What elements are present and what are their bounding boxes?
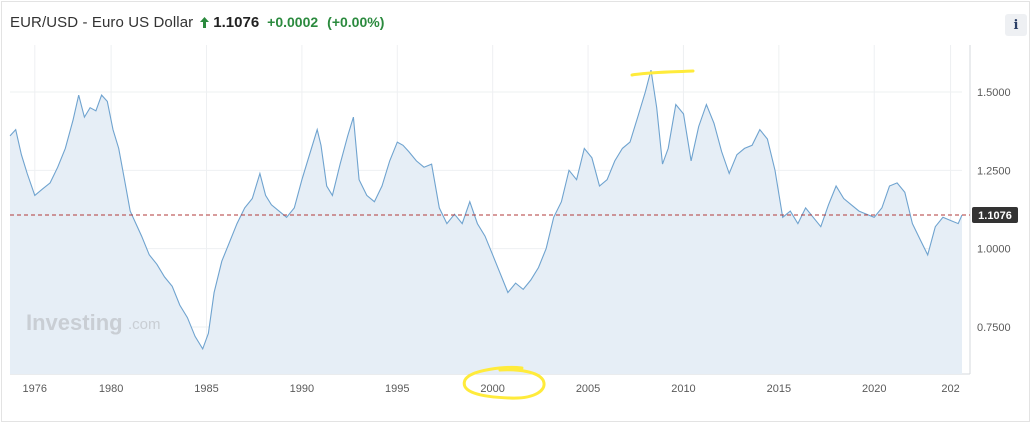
x-tick-label: 1980 — [99, 383, 123, 395]
x-tick-label: 2015 — [767, 383, 791, 395]
y-tick-label: 1.2500 — [977, 165, 1011, 177]
x-tick-label: 2010 — [671, 383, 695, 395]
x-tick-label: 1990 — [290, 383, 314, 395]
current-price: 1.1076 — [213, 13, 260, 31]
x-axis: 1976 1980 1985 1990 1995 2000 2005 2010 2015 2020… — [23, 383, 960, 395]
x-tick-label: 1976 — [23, 383, 47, 395]
chart-header: EUR/USD - Euro US Dollar 1.1076 +0.0002 … — [10, 11, 384, 33]
x-tick-label: 2000 — [480, 383, 504, 395]
price-tag-label: 1.1076 — [978, 210, 1012, 222]
x-tick-label: 1995 — [385, 383, 409, 395]
y-tick-label: 1.5000 — [977, 87, 1011, 99]
up-arrow-icon — [200, 16, 210, 28]
price-line — [9, 69, 963, 351]
annotation-circle-2000 — [462, 366, 546, 400]
y-axis: 1.5000 1.2500 1.0000 0.7500 — [977, 87, 1011, 334]
x-tick-label: 2005 — [576, 383, 600, 395]
y-tick-label: 1.0000 — [977, 244, 1011, 256]
x-tick-label: 2020 — [862, 383, 886, 395]
watermark-suffix: .com — [128, 316, 161, 333]
info-button[interactable]: i — [1005, 14, 1027, 36]
x-tick-label: 1985 — [194, 383, 218, 395]
price-change-percent: (+0.00%) — [327, 14, 385, 30]
price-tag-box — [972, 206, 1018, 223]
annotation-underline-peak — [630, 69, 695, 77]
instrument-title: EUR/USD - Euro US Dollar — [10, 13, 194, 31]
yellow-annotations — [462, 69, 695, 400]
price-area — [10, 70, 962, 374]
current-price-tag: 1.1076 — [972, 206, 1018, 223]
watermark-brand: Investing — [26, 310, 123, 335]
y-tick-label: 0.7500 — [977, 322, 1011, 334]
x-tick-label: 202 — [941, 383, 959, 395]
info-icon: i — [1013, 17, 1019, 33]
investing-watermark: Investing .com — [26, 310, 161, 335]
price-change: +0.0002 — [267, 14, 319, 30]
